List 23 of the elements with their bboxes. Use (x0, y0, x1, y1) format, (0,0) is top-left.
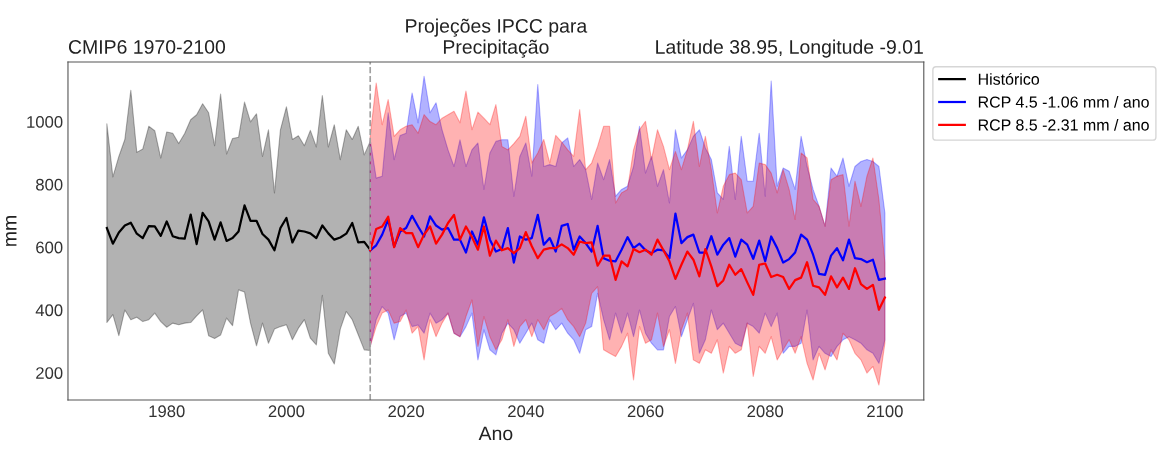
line-series (105, 204, 372, 252)
y-axis-title: mm (5, 216, 17, 246)
x-axis-title: Ano (478, 426, 513, 441)
chart-subtitle: CMIP6 1970-2100 (68, 40, 226, 54)
line-series (369, 213, 886, 311)
legend-label: Histórico (978, 72, 1040, 85)
text: Latitude 38.95, Longitude -9.01 (656, 39, 923, 58)
x-tick-label: 1980 (149, 405, 185, 418)
y-tick-label: 1000 (27, 116, 63, 128)
x-tick-label: 2060 (627, 405, 664, 418)
y-tick-label: 600 (36, 241, 63, 254)
y-tick-label: 800 (36, 178, 63, 191)
x-tick-label: 2040 (508, 405, 544, 418)
y-tick-label: 200 (36, 367, 63, 379)
y-tick-label: 400 (35, 304, 63, 317)
chart-title: Projeções IPCC para Precipitação (406, 18, 588, 58)
legend-label: RCP 8.5 -2.31 mm / ano (978, 118, 1149, 131)
x-tick-label: 2100 (867, 405, 903, 418)
x-tick-label: 2000 (268, 405, 305, 418)
x-tick-label: 2020 (388, 405, 424, 418)
line-series (369, 212, 886, 281)
x-tick-label: 2080 (747, 405, 784, 418)
legend-label: RCP 4.5 -1.06 mm / ano (978, 96, 1149, 108)
